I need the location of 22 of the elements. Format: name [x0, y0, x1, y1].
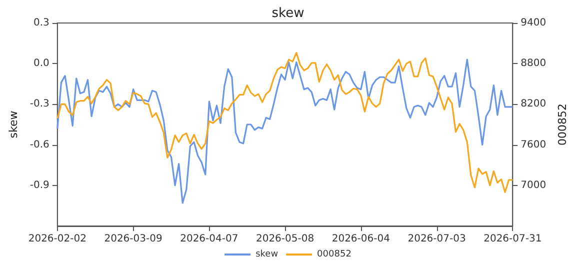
y-tick-label: 0.3 — [34, 18, 50, 28]
x-tick-label: 2026-05-08 — [256, 234, 314, 244]
x-tick-label: 2026-06-04 — [332, 234, 390, 244]
y-axis-title: skew — [7, 110, 20, 138]
y2-axis-title: 000852 — [556, 104, 569, 146]
y2-tick-label: 7000 — [520, 180, 546, 191]
y-tick-label: -0.6 — [30, 139, 50, 150]
y2-tick-label: 8200 — [520, 98, 546, 110]
x-tick-label: 2026-03-09 — [104, 234, 162, 244]
y2-tick-label: 8800 — [520, 58, 546, 70]
legend-label: skew — [256, 250, 278, 260]
legend-label: 000852 — [317, 250, 352, 260]
y-tick-label: 0.0 — [34, 58, 50, 70]
y-tick-label: -0.3 — [30, 98, 50, 110]
chart-title: skew — [272, 6, 305, 21]
x-tick-label: 2026-04-07 — [180, 234, 238, 244]
y2-tick-label: 9400 — [520, 18, 546, 28]
y-tick-label: -0.9 — [30, 180, 50, 191]
x-tick-label: 2026-07-03 — [408, 234, 466, 244]
x-tick-label: 2026-02-02 — [28, 234, 86, 244]
x-tick-label: 2026-07-31 — [484, 234, 542, 244]
y2-tick-label: 7600 — [520, 139, 546, 150]
